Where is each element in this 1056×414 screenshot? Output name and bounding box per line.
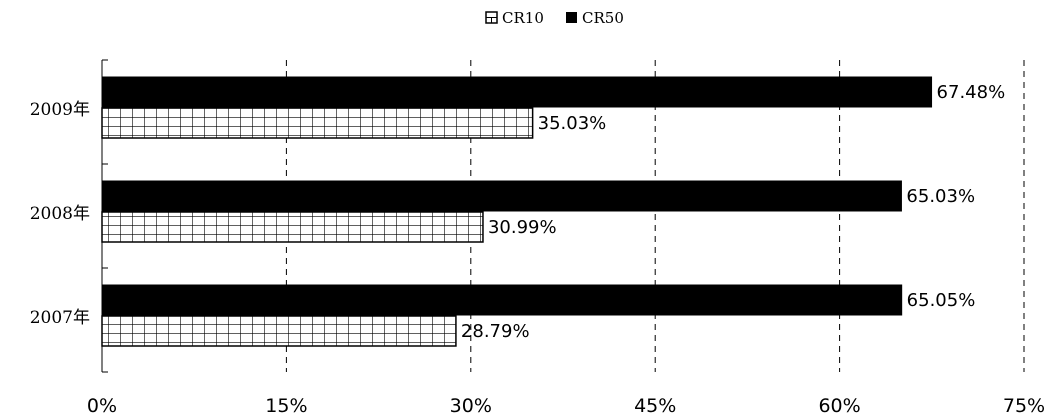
legend-label: CR50 [582, 9, 624, 27]
x-tick-label: 30% [450, 395, 492, 414]
data-label-cr10: 35.03% [538, 113, 607, 134]
legend-label: CR10 [502, 9, 544, 27]
bar-cr50 [101, 76, 933, 108]
bar-cr10 [101, 107, 534, 139]
x-tick-label: 0% [87, 395, 117, 414]
data-labels: 65.05% 28.79% 65.03% 30.99% 67.48% 35.03% [461, 82, 1005, 342]
data-label-cr10: 30.99% [488, 217, 557, 238]
category-label: 2008年 [30, 204, 90, 224]
bar-cr10 [101, 211, 484, 243]
data-label-cr50: 65.05% [907, 290, 976, 311]
category-label: 2007年 [30, 308, 90, 328]
x-tick-label: 60% [818, 395, 860, 414]
category-label: 2009年 [30, 100, 90, 120]
legend-swatch-cr10 [485, 11, 498, 24]
bar-cr50 [101, 284, 903, 316]
legend: CR10 CR50 [485, 9, 624, 27]
bar-cr10 [101, 315, 457, 347]
data-label-cr50: 65.03% [906, 186, 975, 207]
data-label-cr50: 67.48% [937, 82, 1006, 103]
x-axis-ticks: 0% 15% 30% 45% 60% 75% [87, 395, 1045, 414]
bar-cr50 [101, 180, 902, 212]
data-label-cr10: 28.79% [461, 321, 530, 342]
category-labels: 2007年 2008年 2009年 [30, 100, 90, 328]
x-tick-label: 45% [634, 395, 676, 414]
x-tick-label: 15% [265, 395, 307, 414]
x-tick-label: 75% [1003, 395, 1045, 414]
bars [101, 76, 933, 347]
legend-swatch-cr50 [566, 12, 577, 23]
